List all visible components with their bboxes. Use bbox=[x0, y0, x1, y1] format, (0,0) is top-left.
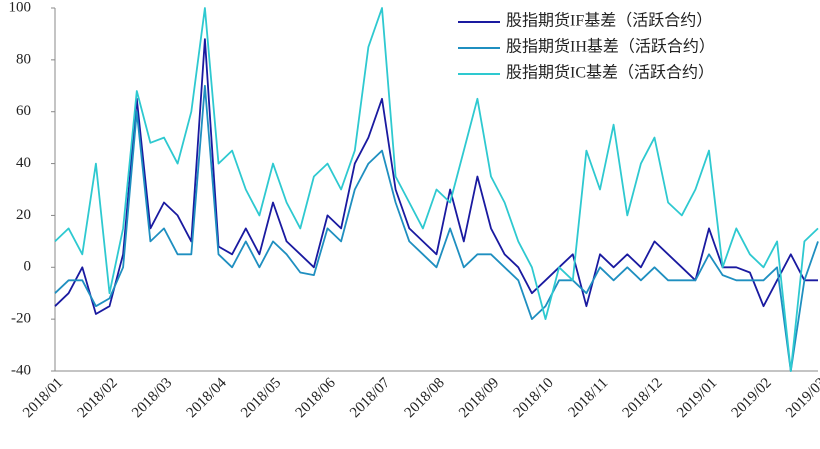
x-tick-label: 2019/02 bbox=[729, 375, 775, 421]
legend-label: 股指期货IF基差（活跃合约） bbox=[506, 12, 712, 30]
y-tick-label: -40 bbox=[11, 362, 31, 378]
x-tick-label: 2018/04 bbox=[184, 375, 230, 421]
series-line bbox=[54, 38, 818, 315]
y-tick-label: 100 bbox=[9, 0, 32, 15]
x-tick-label: 2018/06 bbox=[293, 375, 339, 421]
legend: 股指期货IF基差（活跃合约） 股指期货IH基差（活跃合约） 股指期货IC基差（活跃合… bbox=[452, 11, 812, 85]
x-tick-label: 2018/07 bbox=[347, 375, 393, 421]
legend-bg bbox=[452, 37, 812, 59]
legend-label: 股指期货IH基差（活跃合约） bbox=[506, 38, 715, 56]
x-tick-label: 2018/10 bbox=[511, 375, 557, 421]
y-tick-label: 40 bbox=[16, 155, 31, 171]
x-tick-label: 2018/02 bbox=[75, 375, 121, 421]
y-tick-label: 80 bbox=[16, 51, 31, 67]
x-tick-label: 2018/09 bbox=[456, 375, 502, 421]
legend-label: 股指期货IC基差（活跃合约） bbox=[506, 64, 714, 82]
x-tick-label: 2019/03 bbox=[783, 375, 820, 421]
legend-bg bbox=[452, 63, 812, 85]
y-tick-label: -20 bbox=[11, 311, 31, 327]
y-tick-label: 20 bbox=[16, 207, 31, 223]
x-tick-label: 2018/12 bbox=[620, 375, 666, 421]
y-tick-label: 60 bbox=[16, 103, 31, 119]
series-line bbox=[54, 84, 819, 372]
series-line bbox=[54, 7, 819, 372]
legend-bg bbox=[452, 11, 812, 33]
x-tick-label: 2019/01 bbox=[674, 375, 720, 421]
y-tick-label: 0 bbox=[24, 259, 32, 275]
x-tick-label: 2018/01 bbox=[20, 375, 66, 421]
x-tick-label: 2018/08 bbox=[402, 375, 448, 421]
x-tick-label: 2018/03 bbox=[129, 375, 175, 421]
x-tick-label: 2018/11 bbox=[566, 375, 612, 421]
x-tick-label: 2018/05 bbox=[238, 375, 284, 421]
